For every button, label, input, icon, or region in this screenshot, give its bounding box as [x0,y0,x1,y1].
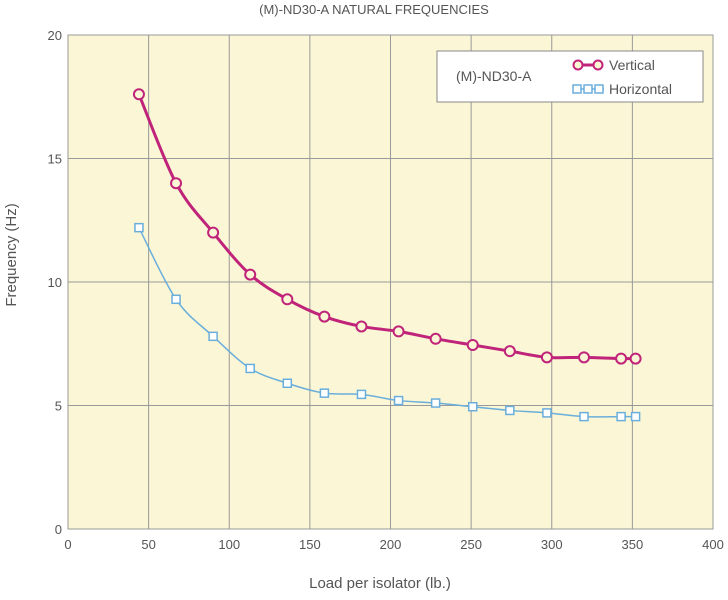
data-point-vertical [392,325,405,338]
data-point-vertical [170,177,183,190]
legend-entry-vertical: Vertical [572,57,655,73]
x-axis-title: Load per isolator (lb.) [309,575,451,592]
x-tick-label: 0 [64,537,71,552]
x-tick-label: 100 [218,537,240,552]
data-point-horizontal [616,411,626,422]
data-point-horizontal [208,331,218,342]
x-tick-label: 50 [141,537,155,552]
y-tick-label: 5 [55,399,62,414]
y-axis-title: Frequency (Hz) [3,203,20,306]
legend-box [436,50,704,103]
data-point-vertical [281,293,294,306]
y-axis-ticks: 0 5 10 15 20 [48,28,62,537]
legend-horizontal-label: Horizontal [609,81,672,97]
data-point-horizontal [245,363,255,374]
x-tick-label: 400 [702,537,724,552]
data-point-horizontal [171,294,181,305]
series-group [132,88,642,422]
data-point-vertical [503,345,516,358]
legend-horizontal-marker [594,84,604,94]
data-point-horizontal [319,388,330,398]
data-point-vertical [318,310,331,323]
x-axis-ticks: 0 50 100 150 200 250 300 350 400 [64,537,723,552]
data-point-horizontal [430,398,441,408]
data-point-vertical [244,268,257,281]
data-point-vertical [540,351,553,364]
legend-vertical-marker [592,59,604,71]
data-point-horizontal [356,389,367,400]
data-point-horizontal [134,222,144,233]
x-tick-label: 300 [541,537,563,552]
y-tick-label: 0 [55,522,62,537]
data-point-vertical [429,332,442,345]
data-point-horizontal [579,411,589,422]
legend-entry-horizontal: Horizontal [572,81,672,97]
data-point-horizontal [393,395,404,406]
y-tick-label: 20 [48,28,62,43]
legend-vertical-label: Vertical [609,57,655,73]
legend-vertical-marker [572,59,584,71]
data-point-vertical [132,88,145,101]
data-point-horizontal [505,405,515,416]
chart-title: (M)-ND30-A NATURAL FREQUENCIES [259,2,489,17]
y-tick-label: 15 [48,152,62,167]
x-tick-label: 150 [299,537,321,552]
data-point-vertical [466,338,479,351]
x-tick-label: 250 [460,537,482,552]
y-tick-label: 10 [48,275,62,290]
x-tick-label: 350 [622,537,644,552]
data-point-horizontal [630,411,641,422]
data-point-vertical [207,226,220,239]
data-point-horizontal [467,401,478,412]
legend-title: (M)-ND30-A [456,68,532,84]
legend-horizontal-marker [583,84,593,94]
data-point-vertical [355,320,368,333]
data-point-vertical [578,351,590,364]
legend: (M)-ND30-A Vertical Horizontal [436,50,704,103]
legend-horizontal-marker [572,84,582,94]
data-point-horizontal [282,378,293,389]
data-point-vertical [629,352,642,365]
x-tick-label: 200 [380,537,402,552]
data-point-horizontal [542,408,552,418]
data-point-vertical [615,352,628,365]
